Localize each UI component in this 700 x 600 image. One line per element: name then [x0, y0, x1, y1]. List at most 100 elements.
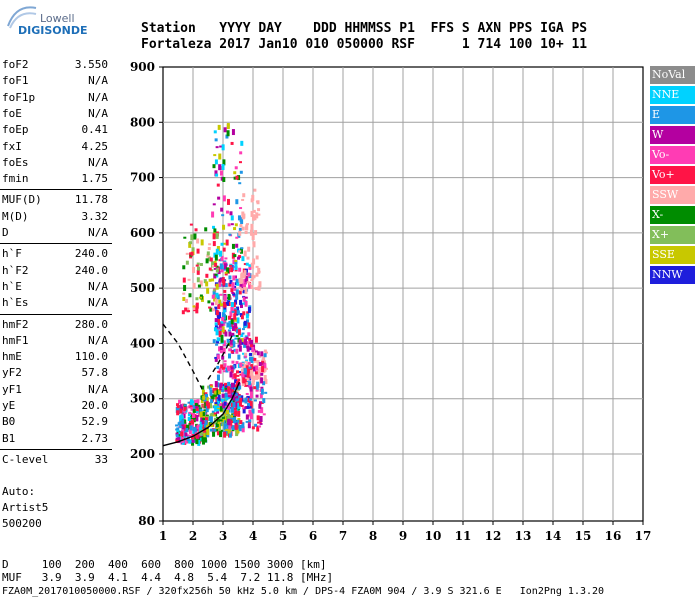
echo-point [190, 407, 194, 410]
x-tick-label: 10 [425, 529, 442, 543]
echo-point [207, 300, 211, 304]
param-row: M(D) 3.32 [2, 209, 108, 225]
echo-point [235, 278, 239, 283]
echo-point [190, 407, 194, 411]
echo-point [233, 309, 237, 315]
echo-point [205, 281, 209, 287]
echo-point [183, 406, 187, 411]
echo-point [222, 247, 226, 252]
echo-point [225, 397, 229, 401]
echo-point [211, 278, 215, 282]
echo-point [256, 351, 260, 356]
echo-point [229, 421, 233, 427]
param-name: M(D) [2, 209, 29, 223]
param-name: fxI [2, 139, 22, 153]
echo-point [203, 437, 207, 443]
param-name: hmE [2, 350, 22, 364]
param-name: yE [2, 399, 16, 412]
echo-point [220, 255, 224, 261]
param-name: MUF(D) [2, 193, 42, 207]
echo-point [257, 369, 261, 374]
echo-point [227, 301, 231, 306]
echo-point [248, 282, 252, 285]
echo-point [216, 365, 220, 369]
echo-point [245, 392, 249, 395]
echo-point [214, 402, 218, 405]
echo-point [245, 420, 249, 423]
echo-point [192, 282, 196, 289]
echo-point [179, 408, 183, 414]
echo-point [207, 247, 211, 251]
echo-point [251, 234, 255, 240]
echo-point [234, 223, 238, 227]
echo-point [217, 124, 221, 130]
echo-point [215, 268, 219, 273]
echo-point [231, 325, 235, 331]
echo-point [232, 341, 236, 344]
echo-point [217, 421, 221, 427]
echo-point [212, 241, 216, 247]
echo-point [199, 280, 203, 287]
echo-point [239, 302, 243, 308]
echo-point [241, 340, 245, 345]
echo-point [232, 295, 236, 298]
legend-item-w: W [650, 126, 695, 144]
param-value: N/A [88, 279, 108, 293]
echo-point [234, 326, 238, 332]
echo-point [240, 272, 244, 275]
echo-point [178, 422, 182, 426]
echo-point [241, 422, 245, 429]
x-tick-label: 8 [369, 529, 377, 543]
chart-points [175, 123, 268, 446]
echo-point [215, 329, 219, 336]
echo-point [226, 267, 230, 274]
param-name: B0 [2, 415, 16, 429]
echo-point [242, 407, 246, 410]
echo-point [175, 437, 179, 440]
echo-point [253, 399, 257, 402]
echo-point [255, 375, 259, 381]
echo-point [221, 393, 225, 398]
echo-point [191, 400, 195, 404]
echo-point [230, 402, 234, 408]
echo-point [192, 404, 196, 411]
echo-point [240, 288, 244, 292]
echo-point [233, 285, 237, 289]
echo-point [245, 313, 249, 319]
echo-point [234, 395, 238, 398]
echo-point [180, 415, 184, 419]
echo-point [194, 228, 198, 232]
echo-point [222, 340, 226, 347]
auto-artist: Artist5 [2, 501, 49, 514]
echo-point [235, 370, 239, 374]
echo-point [230, 382, 234, 388]
echo-point [231, 243, 235, 249]
echo-point [205, 393, 209, 397]
echo-point [227, 413, 231, 420]
echo-point [219, 263, 223, 270]
echo-point [223, 295, 227, 302]
echo-point [235, 199, 239, 205]
echo-point [260, 407, 264, 414]
echo-point [231, 398, 235, 404]
chart-ticks: 1 2 3 4 5 6 7 8 9 10 11 12 13 14 15 16 17802003004005006… [130, 60, 651, 543]
echo-point [228, 233, 232, 236]
echo-point [212, 265, 216, 268]
echo-point [216, 337, 220, 342]
echo-point [222, 159, 226, 166]
echo-point [224, 283, 228, 288]
echo-point [237, 410, 241, 417]
echo-point [231, 415, 235, 419]
echo-point [244, 360, 248, 363]
echo-point [233, 176, 237, 180]
echo-point [186, 434, 190, 437]
echo-point [183, 236, 187, 239]
echo-point [180, 414, 184, 417]
echo-point [238, 339, 242, 346]
echo-point [249, 413, 253, 420]
echo-point [196, 262, 200, 266]
echo-point [223, 306, 227, 313]
echo-point [248, 264, 252, 270]
legend-item-vo-: Vo+ [650, 166, 695, 184]
echo-point [243, 279, 247, 284]
